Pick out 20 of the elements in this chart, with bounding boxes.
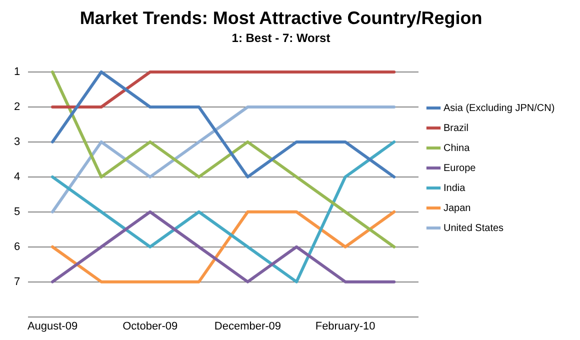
x-tick-label: February-10	[315, 320, 376, 332]
y-tick-label: 4	[14, 170, 20, 183]
y-tick-label: 2	[14, 101, 20, 114]
legend-label: Europe	[444, 162, 476, 174]
y-tick-label: 3	[14, 136, 20, 148]
y-tick-label: 7	[14, 276, 20, 288]
legend-label: Japan	[444, 202, 471, 214]
chart-title: Market Trends: Most Attractive Country/Region	[80, 8, 482, 28]
y-tick-label: 6	[14, 240, 20, 253]
y-tick-label: 5	[14, 206, 20, 218]
legend-label: India	[444, 182, 466, 194]
chart-subtitle: 1: Best - 7: Worst	[232, 31, 330, 46]
x-tick-label: August-09	[27, 320, 78, 332]
legend-label: United States	[444, 222, 504, 234]
legend-label: China	[444, 142, 470, 154]
x-tick-label: December-09	[214, 320, 282, 332]
legend-label: Brazil	[444, 122, 469, 134]
y-tick-label: 1	[14, 66, 20, 78]
legend-label: Asia (Excluding JPN/CN)	[444, 102, 555, 114]
x-tick-label: October-09	[122, 320, 178, 332]
